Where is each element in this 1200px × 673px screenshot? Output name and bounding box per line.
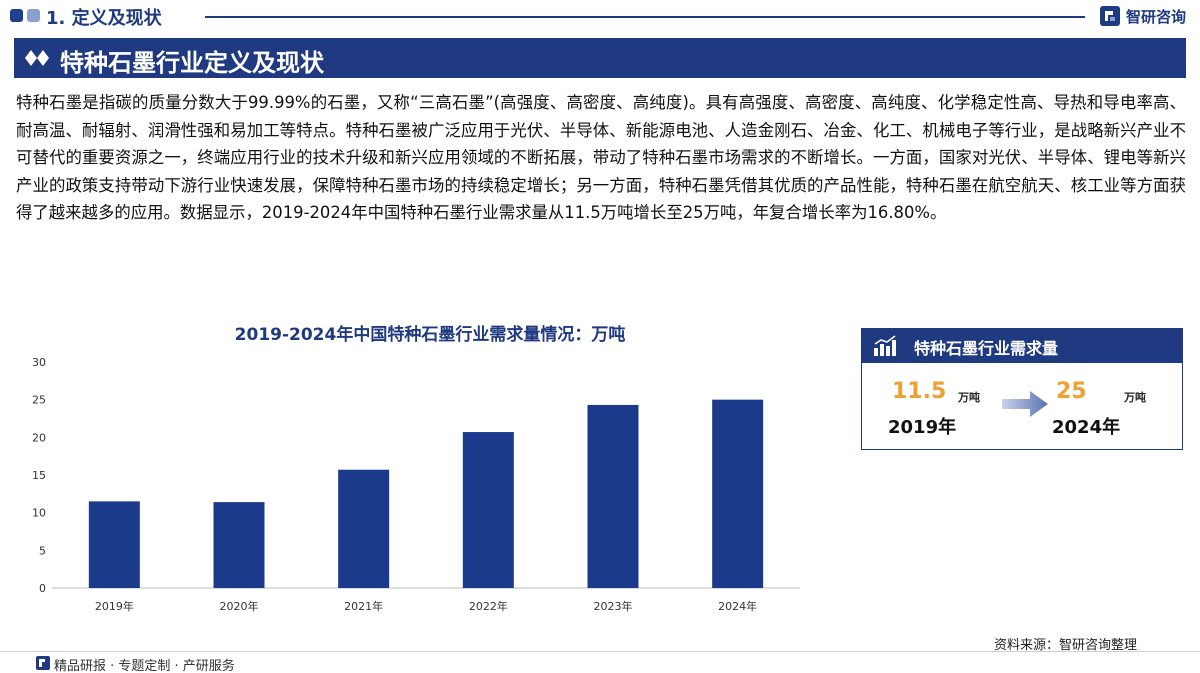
header-square-dark <box>10 9 23 22</box>
y-tick-label: 30 <box>32 356 46 369</box>
brand: 智研咨询 <box>1099 5 1186 27</box>
title-banner: 特种石墨行业定义及现状 <box>14 38 1186 78</box>
x-tick-label: 2022年 <box>469 599 508 613</box>
summary-card: 特种石墨行业需求量 11.5 万吨 2019年 25 万吨 2024年 <box>861 328 1183 450</box>
demand-bar-chart: 0 5 10 15 20 25 30 2019年 2020年 2021年 2022年 2023年 202… <box>32 356 800 613</box>
x-tick-label: 2019年 <box>95 599 134 613</box>
x-tick-label: 2023年 <box>594 599 633 613</box>
summary-card-title: 特种石墨行业需求量 <box>914 339 1059 358</box>
x-tick-label: 2024年 <box>718 599 757 613</box>
brand-name: 智研咨询 <box>1125 7 1186 26</box>
header-square-light <box>27 9 40 22</box>
section-title: 1. 定义及现状 <box>46 8 162 29</box>
arrow-right-icon <box>1002 391 1048 417</box>
bar <box>88 501 140 588</box>
bar-chart-icon <box>874 335 896 356</box>
x-tick-label: 2020年 <box>220 599 259 613</box>
source-note: 资料来源：智研咨询整理 <box>994 638 1138 653</box>
y-tick-label: 20 <box>32 431 46 444</box>
y-tick-label: 15 <box>32 469 46 482</box>
end-value: 25 <box>1056 379 1087 404</box>
y-tick-label: 5 <box>39 544 46 557</box>
bar <box>338 469 390 588</box>
header-divider <box>205 16 1085 18</box>
bar <box>712 399 764 588</box>
end-year: 2024年 <box>1052 417 1121 438</box>
intro-paragraph: 特种石墨是指碳的质量分数大于99.99%的石墨，又称“三高石墨”(高强度、高密度… <box>16 93 1186 222</box>
diamond-icon <box>25 50 49 66</box>
bar <box>213 502 265 588</box>
y-tick-label: 25 <box>32 394 46 407</box>
bar <box>587 404 639 588</box>
footer-logo-icon <box>36 656 50 670</box>
footer-divider <box>0 651 1200 652</box>
start-year: 2019年 <box>888 417 957 438</box>
start-unit: 万吨 <box>958 391 980 404</box>
chart-title: 2019-2024年中国特种石墨行业需求量情况：万吨 <box>234 325 626 345</box>
y-tick-label: 10 <box>32 507 46 520</box>
footer-tagline: 精品研报 · 专题定制 · 产研服务 <box>54 659 235 673</box>
end-unit: 万吨 <box>1124 391 1146 404</box>
top-header: 1. 定义及现状 智研咨询 <box>0 0 1200 36</box>
banner-title: 特种石墨行业定义及现状 <box>60 49 324 77</box>
summary-card-header: 特种石墨行业需求量 <box>862 329 1182 363</box>
x-tick-label: 2021年 <box>344 599 383 613</box>
y-tick-label: 0 <box>39 582 46 595</box>
bar <box>462 432 514 588</box>
start-value: 11.5 <box>892 379 947 404</box>
brand-logo-icon <box>1099 6 1120 26</box>
